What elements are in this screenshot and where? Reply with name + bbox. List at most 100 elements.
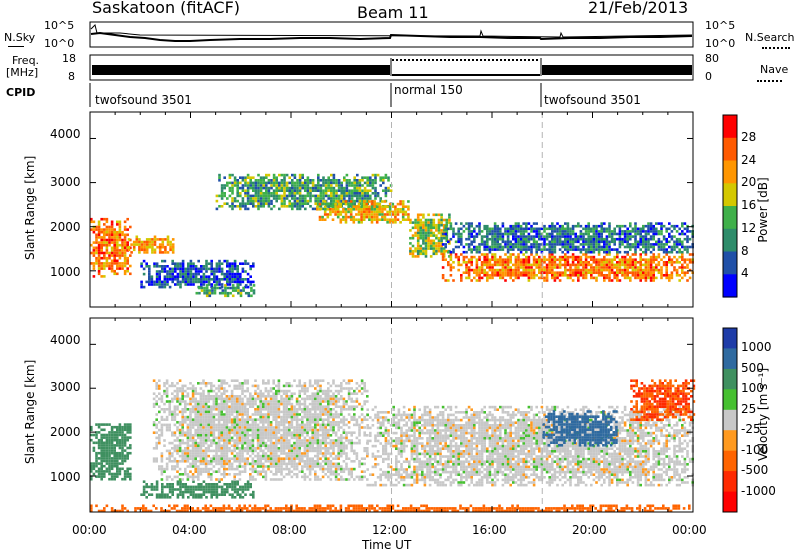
velocity-cell	[204, 454, 208, 458]
velocity-cell	[186, 457, 190, 460]
power-cell	[452, 230, 455, 233]
power-cell	[148, 275, 151, 278]
power-cell	[360, 205, 363, 208]
velocity-cell	[212, 426, 216, 429]
velocity-cell	[158, 428, 161, 432]
power-cell	[558, 274, 562, 277]
power-cell	[452, 248, 455, 251]
power-cell	[603, 222, 606, 225]
velocity-cell	[194, 485, 198, 489]
power-cell	[673, 268, 676, 272]
power-cell	[584, 253, 588, 256]
velocity-cell	[241, 421, 244, 424]
power-cell	[675, 258, 679, 261]
velocity-cell	[95, 475, 98, 478]
velocity-cell	[178, 400, 182, 403]
power-cell	[616, 253, 619, 256]
power-cell	[556, 243, 559, 246]
power-cell	[103, 230, 106, 234]
velocity-cell	[259, 470, 262, 473]
power-cell	[153, 238, 157, 241]
power-cell	[319, 199, 323, 203]
velocity-cell	[116, 457, 119, 460]
power-cell	[449, 224, 453, 228]
power-cell	[429, 229, 433, 232]
power-cell	[504, 263, 507, 267]
power-cell	[100, 238, 103, 242]
power-cell	[655, 266, 658, 269]
velocity-cell	[246, 415, 249, 419]
power-cell	[140, 243, 144, 246]
power-cell	[561, 232, 564, 236]
power-cell	[553, 250, 557, 254]
power-cell	[499, 261, 502, 264]
power-cell	[504, 230, 507, 233]
power-cell	[339, 213, 343, 216]
power-cell	[362, 205, 366, 208]
power-cell	[317, 202, 320, 205]
velocity-cell	[160, 457, 164, 460]
power-cell	[265, 197, 268, 200]
velocity-cell	[142, 493, 146, 496]
velocity-cell	[264, 400, 268, 403]
power-cell	[605, 266, 609, 269]
velocity-cell	[262, 454, 265, 458]
velocity-cell	[220, 428, 223, 432]
velocity-cell	[176, 436, 179, 440]
power-cell	[138, 248, 141, 252]
power-cell	[642, 227, 645, 231]
power-cell	[569, 276, 572, 280]
power-cell	[577, 266, 580, 269]
power-cell	[432, 244, 436, 248]
power-cell	[319, 186, 323, 190]
power-cell	[306, 199, 310, 203]
power-cell	[327, 184, 330, 187]
power-cell	[519, 250, 523, 254]
power-cell	[278, 194, 281, 198]
power-cell	[496, 237, 499, 241]
power-cell	[440, 239, 443, 243]
power-cell	[548, 271, 551, 274]
power-cell	[218, 259, 221, 263]
power-cell	[517, 268, 520, 272]
power-cell	[386, 221, 389, 224]
velocity-cell	[158, 493, 161, 496]
power-cell	[470, 255, 473, 259]
power-cell	[462, 224, 466, 228]
power-cell	[595, 248, 598, 251]
velocity-cell	[186, 387, 190, 390]
power-cell	[475, 235, 479, 238]
power-cell	[488, 268, 492, 272]
power-cell	[424, 242, 428, 245]
velocity-cell	[264, 436, 268, 440]
power-cell	[662, 245, 666, 249]
power-cell	[449, 255, 453, 259]
power-cell	[366, 176, 369, 179]
velocity-cell	[191, 389, 195, 393]
power-cell	[429, 218, 433, 222]
power-cell	[316, 208, 319, 211]
power-cell	[370, 205, 374, 208]
power-cell	[522, 235, 525, 238]
velocity-cell	[163, 496, 167, 499]
velocity-cell	[272, 460, 275, 463]
power-cell	[280, 181, 284, 185]
power-cell	[558, 258, 562, 261]
velocity-cell	[272, 478, 275, 481]
power-cell	[509, 245, 512, 249]
velocity-cell	[254, 431, 257, 434]
power-cell	[597, 235, 601, 238]
velocity-cell	[262, 465, 265, 468]
velocity-cell	[165, 387, 169, 390]
velocity-cell	[110, 436, 114, 439]
power-cell	[176, 278, 180, 281]
power-cell	[437, 218, 441, 222]
power-cell	[171, 259, 174, 263]
power-cell	[95, 256, 98, 260]
velocity-cell	[275, 415, 278, 419]
power-cell	[259, 184, 263, 187]
power-cell	[525, 250, 528, 254]
power-cell	[655, 243, 658, 246]
velocity-cell	[92, 464, 96, 468]
velocity-cell	[225, 400, 229, 403]
